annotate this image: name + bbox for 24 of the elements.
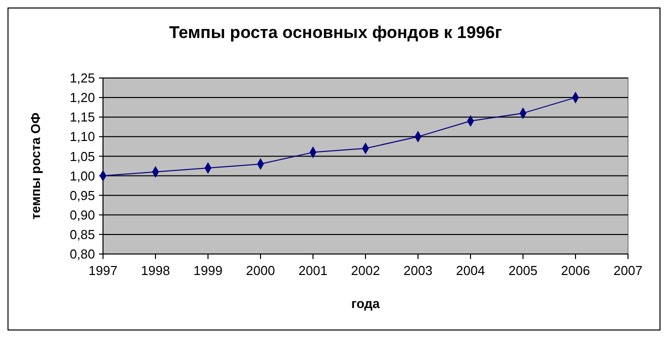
x-tick-label: 2004 bbox=[456, 263, 485, 278]
y-tick-label: 0,95 bbox=[70, 188, 95, 203]
x-tick-label: 2005 bbox=[508, 263, 538, 278]
y-tick-label: 1,25 bbox=[70, 70, 95, 86]
x-tick-label: 2001 bbox=[298, 263, 328, 278]
x-tick-label: 1998 bbox=[141, 263, 170, 278]
y-tick-label: 1,05 bbox=[70, 148, 95, 164]
y-tick-label: 1,15 bbox=[70, 110, 95, 125]
y-axis-title: темпы роста ОФ bbox=[28, 112, 43, 220]
y-tick-label: 1,00 bbox=[70, 168, 95, 184]
y-tick-label: 1,10 bbox=[70, 129, 95, 144]
y-tick-label: 0,80 bbox=[70, 246, 95, 262]
x-tick-label: 2002 bbox=[351, 263, 380, 278]
x-tick-label: 2006 bbox=[561, 263, 590, 278]
x-tick-label: 2007 bbox=[614, 263, 642, 278]
x-tick-label: 1999 bbox=[194, 263, 222, 278]
x-tick-label: 1997 bbox=[88, 263, 118, 278]
y-tick-label: 0,90 bbox=[70, 207, 95, 222]
y-tick-label: 1,20 bbox=[70, 90, 95, 106]
y-tick-label: 0,85 bbox=[70, 226, 95, 242]
chart-title: Темпы роста основных фондов к 1996г bbox=[169, 23, 502, 42]
x-axis-title: года bbox=[351, 296, 381, 311]
x-tick-label: 2000 bbox=[246, 263, 275, 278]
x-tick-label: 2003 bbox=[404, 263, 432, 278]
